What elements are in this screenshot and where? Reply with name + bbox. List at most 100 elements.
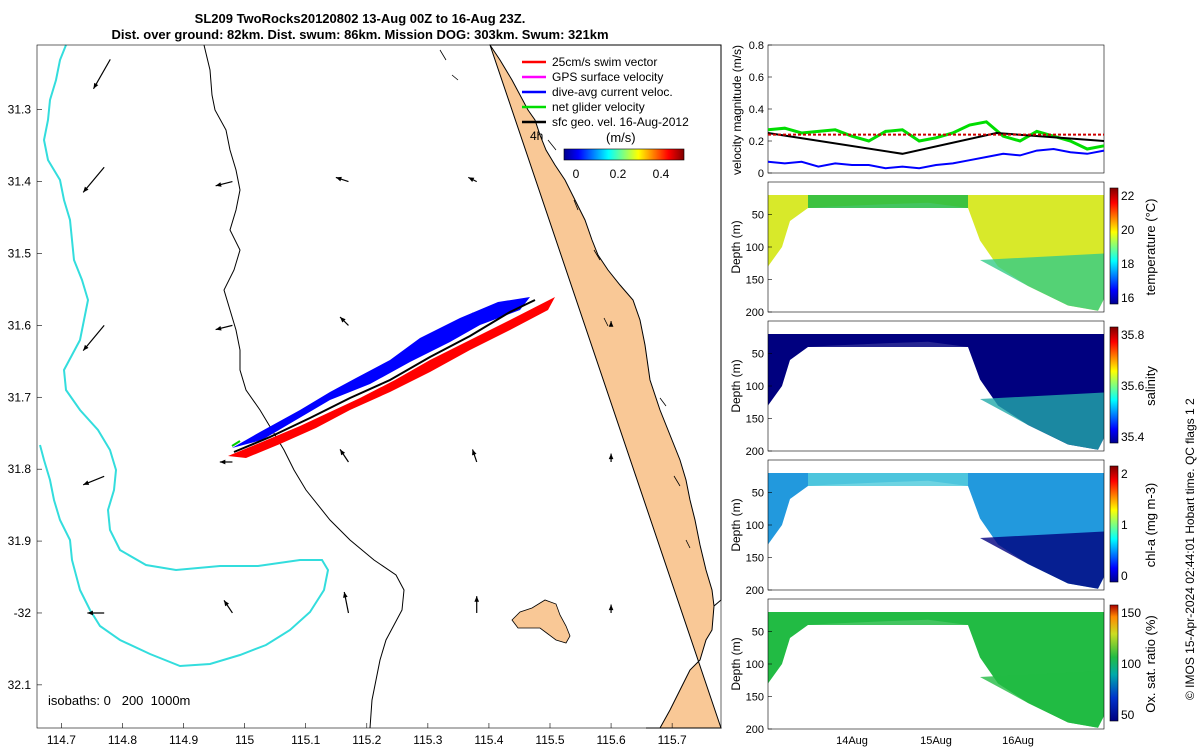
current-vector-head — [83, 480, 90, 485]
current-vector-head — [83, 186, 89, 193]
current-vector-head — [608, 453, 614, 460]
section-deep-layer — [980, 392, 1104, 450]
velocity-series — [767, 120, 1105, 170]
section-xtick-label: 16Aug — [1002, 735, 1034, 747]
lat-tick-label: 31.6 — [8, 318, 32, 332]
lon-tick-label: 115.7 — [658, 733, 687, 747]
lon-tick-label: 115.1 — [291, 733, 320, 747]
section-cblabel: chl-a (mg m-3) — [1143, 483, 1158, 568]
isobath-1000-contour — [39, 44, 330, 668]
lat-tick-labels: 31.3 31.4 31.5 31.6 31.7 31.8 31.9 -32 32.1 — [8, 103, 42, 692]
current-vector-head — [215, 325, 222, 331]
velocity-axes-frame — [767, 44, 1105, 174]
velocity-series-line — [767, 147, 1105, 170]
section-cblabel: Ox. sat. ratio (%) — [1143, 615, 1158, 713]
lat-tick-label: 31.7 — [8, 390, 32, 404]
section-xtick-label: 15Aug — [920, 735, 952, 747]
section-cbtick-label: 2 — [1121, 467, 1128, 481]
section-ylabel: Depth (m) — [729, 220, 743, 273]
lon-tick-label: 115.2 — [352, 733, 381, 747]
current-vector-head — [93, 82, 99, 89]
current-vector-head — [340, 316, 346, 323]
chart-title-line-1: SL209 TwoRocks20120802 13-Aug 00Z to 16-… — [194, 11, 526, 26]
section-cbtick-label: 0 — [1121, 569, 1128, 583]
section-ytick-label: 50 — [752, 349, 764, 361]
blue-track-band — [232, 297, 530, 448]
current-vector-head — [474, 596, 480, 602]
section-shallow-layer — [808, 195, 968, 208]
speed-colorbar — [563, 148, 685, 161]
current-vector-head — [343, 591, 348, 598]
section-colorbar — [1109, 604, 1119, 722]
isobaths-label: isobaths: 0 200 1000m — [48, 693, 190, 708]
section-ylabel: Depth (m) — [729, 498, 743, 551]
current-vector-head — [224, 600, 230, 607]
section-ytick-label: 200 — [746, 585, 764, 597]
lon-tick-label: 115.5 — [535, 733, 564, 747]
lat-tick-label: 31.4 — [8, 175, 32, 189]
lon-tick-label: 115 — [235, 733, 254, 747]
section-cbtick-label: 20 — [1121, 223, 1135, 237]
section-deep-layer — [980, 253, 1104, 311]
velocity-ytick-label: 0.8 — [749, 40, 764, 52]
lon-tick-label: 115.3 — [413, 733, 442, 747]
colorbar-tick-2: 0.4 — [653, 167, 670, 181]
section-xtick-label: 14Aug — [836, 735, 868, 747]
section-field — [768, 195, 1104, 311]
section-cbtick-label: 35.6 — [1121, 379, 1145, 393]
velocity-ylabel: velocity magnitude (m/s) — [730, 45, 744, 175]
lat-tick-label: 31.5 — [8, 246, 32, 260]
section-cbtick-label: 1 — [1121, 518, 1128, 532]
section-cbtick-label: 18 — [1121, 257, 1135, 271]
lat-tick-label: -32 — [14, 606, 32, 620]
section-shallow-layer — [808, 473, 968, 486]
section-ytick-label: 150 — [746, 275, 764, 287]
velocity-ytick-label: 0.2 — [749, 136, 764, 148]
section-cblabel: temperature (°C) — [1143, 199, 1158, 296]
section-deep-layer — [980, 531, 1104, 589]
section-cbtick-label: 35.8 — [1121, 328, 1145, 342]
legend-label: net glider velocity — [552, 100, 645, 114]
section-ytick-label: 200 — [746, 446, 764, 458]
lon-tick-label: 115.4 — [474, 733, 503, 747]
map-panel: 114.7 114.8 114.9 115 115.1 115.2 115.3 115.4 11… — [8, 44, 722, 747]
section-ytick-label: 50 — [752, 627, 764, 639]
velocity-ytick-label: 0.4 — [749, 104, 764, 116]
map-axes-frame — [36, 44, 722, 729]
lon-tick-label: 114.8 — [108, 733, 137, 747]
legend-label: 25cm/s swim vector — [552, 55, 657, 69]
section-ytick-label: 200 — [746, 724, 764, 736]
section-cbtick-label: 35.4 — [1121, 430, 1145, 444]
section-colorbar — [1109, 465, 1119, 583]
section-ytick-label: 150 — [746, 553, 764, 565]
section-deep-layer — [980, 670, 1104, 728]
black-glider-track — [233, 299, 536, 453]
section-shallow-layer — [808, 612, 968, 625]
current-vector-head — [215, 182, 222, 187]
section-ytick-label: 100 — [746, 659, 764, 671]
legend-label: sfc geo. vel. 16-Aug-2012 — [552, 115, 689, 129]
chart-title-line-2: Dist. over ground: 82km. Dist. swum: 86k… — [111, 27, 609, 42]
section-cbtick-label: 50 — [1121, 708, 1135, 722]
section-field — [768, 612, 1104, 728]
section-field — [768, 473, 1104, 589]
current-vector-head — [608, 604, 614, 611]
lat-tick-label: 31.9 — [8, 534, 32, 548]
section-ylabel: Depth (m) — [729, 359, 743, 412]
velocity-ytick-label: 0.6 — [749, 72, 764, 84]
velocity-panel: 0 0.2 0.4 0.6 0.8 velocity magnitude (m/s) — [730, 40, 1105, 180]
lon-tick-label: 114.7 — [47, 733, 76, 747]
current-vector-head — [340, 449, 346, 456]
lat-tick-label: 32.1 — [8, 678, 32, 692]
current-vector-head — [335, 176, 342, 182]
current-vector-head — [468, 177, 475, 182]
section-ytick-label: 50 — [752, 210, 764, 222]
lon-tick-label: 115.6 — [597, 733, 626, 747]
legend-label: dive-avg current veloc. — [552, 85, 673, 99]
section-ytick-label: 100 — [746, 381, 764, 393]
section-ytick-label: 100 — [746, 520, 764, 532]
velocity-series-line — [767, 131, 1105, 155]
legend-label: GPS surface velocity — [552, 70, 663, 84]
